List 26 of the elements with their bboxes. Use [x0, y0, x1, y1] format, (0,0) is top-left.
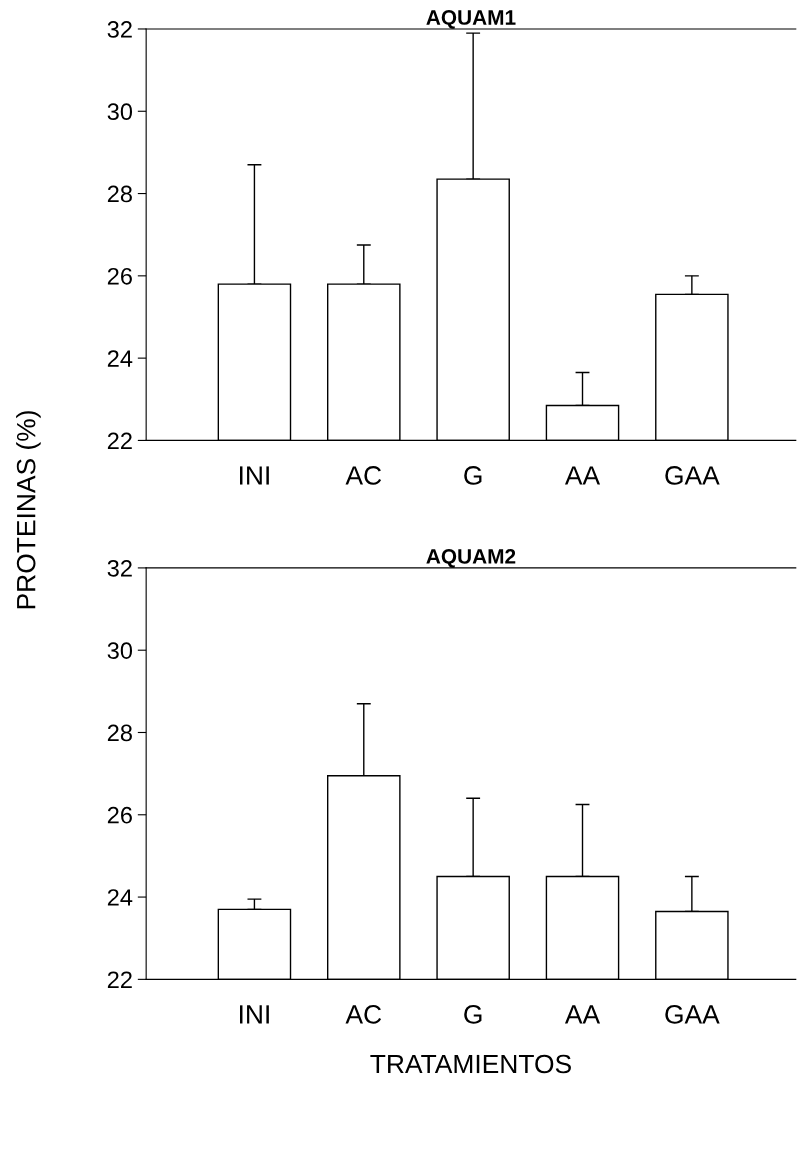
y-tick-label: 24 [107, 889, 133, 906]
chart-title: AQUAM1 [426, 10, 516, 29]
y-tick-label: 26 [107, 806, 132, 824]
chart-title: AQUAM2 [426, 549, 516, 568]
y-tick-label: 22 [107, 971, 132, 988]
x-tick-label: GAA [665, 1005, 720, 1024]
y-tick-label: 26 [107, 267, 132, 285]
y-tick-label: 30 [107, 642, 133, 659]
x-axis-title: TRATAMIENTOS [370, 1054, 571, 1074]
y-tick-label: 30 [107, 103, 133, 121]
y-tick-label: 32 [107, 559, 132, 577]
y-tick-label: 28 [107, 185, 132, 203]
y-tick-label: 28 [107, 724, 132, 742]
y-axis-title: PROTEINAS (%) [16, 411, 41, 609]
x-tick-label: GAA [665, 466, 720, 485]
y-tick-label: 22 [107, 432, 132, 449]
x-tick-label: AA [564, 466, 601, 485]
x-tick-label: AC [345, 466, 382, 485]
x-tick-label: G [464, 1005, 482, 1024]
x-tick-label: AA [564, 1005, 601, 1024]
y-tick-label: 24 [107, 350, 133, 367]
x-tick-label: INI [240, 466, 269, 485]
y-tick-label: 32 [107, 21, 132, 38]
x-tick-label: AC [345, 1005, 382, 1024]
x-tick-label: G [464, 466, 482, 485]
x-tick-label: INI [240, 1005, 269, 1024]
